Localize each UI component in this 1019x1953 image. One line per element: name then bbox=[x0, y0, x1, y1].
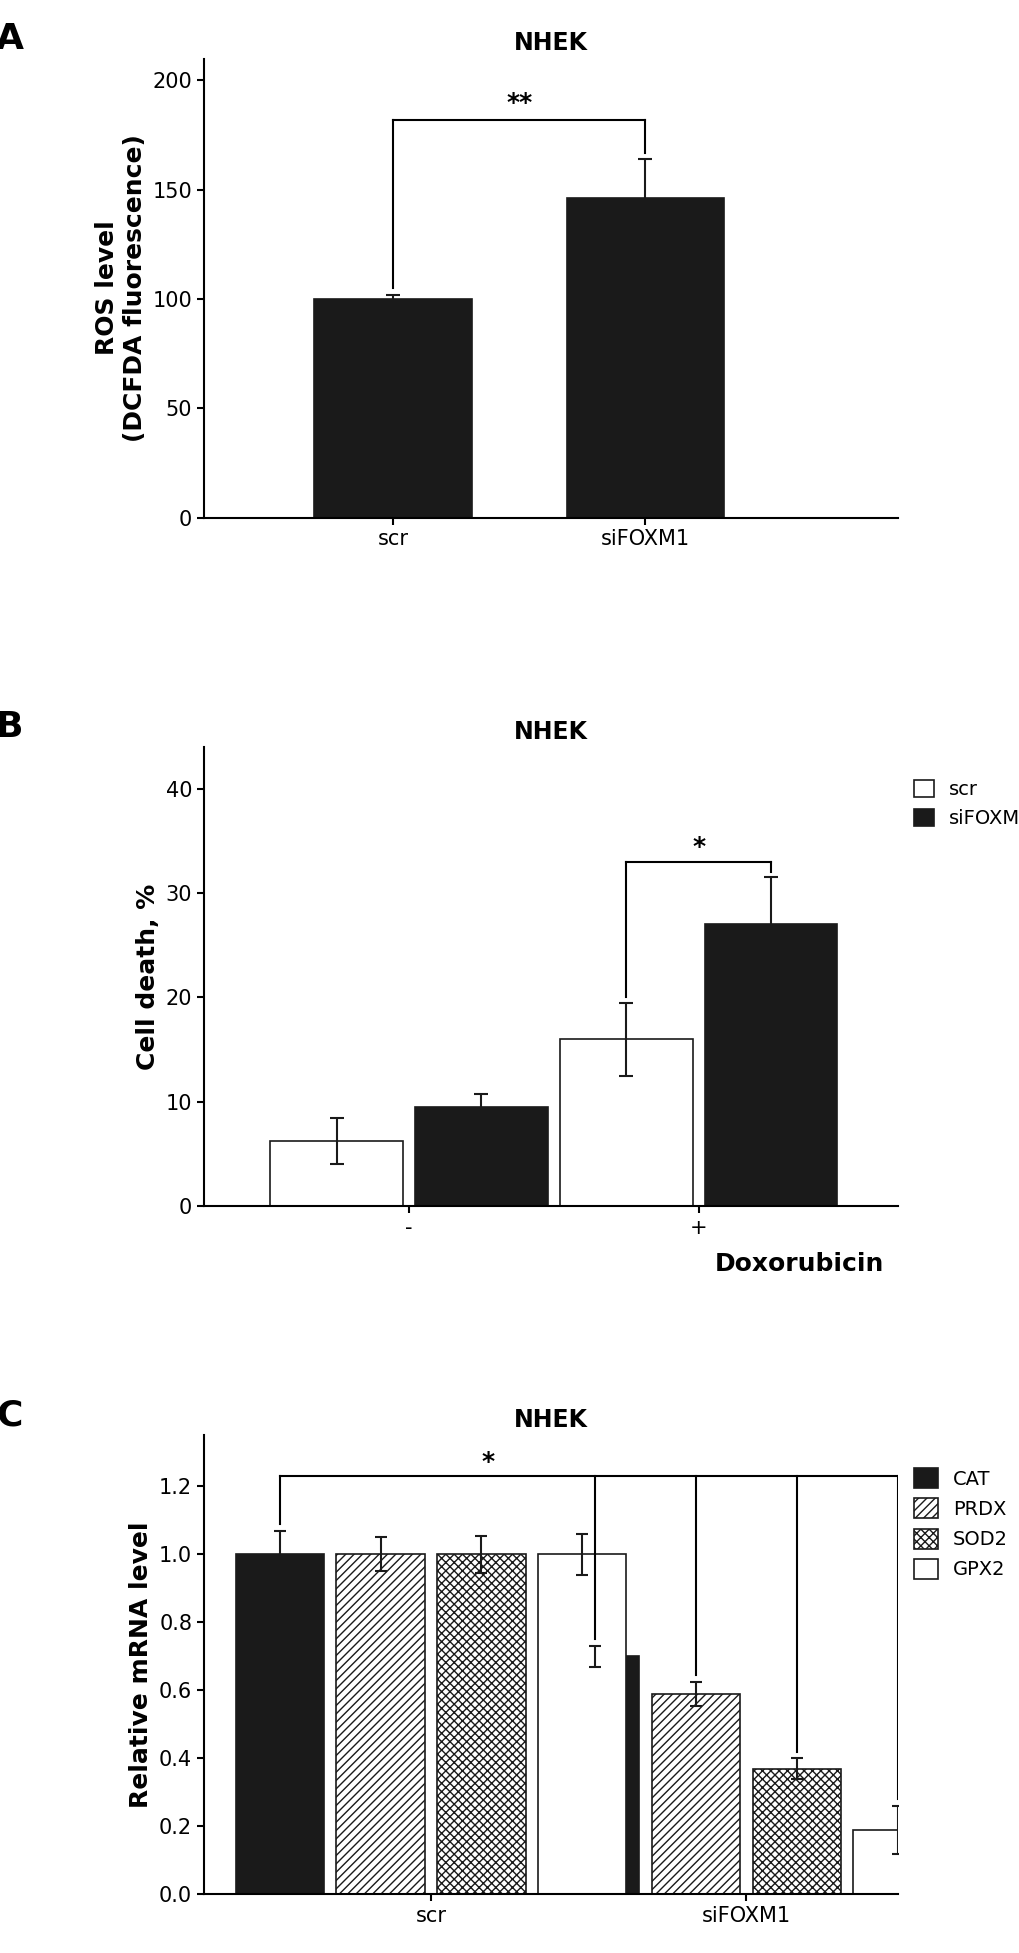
Legend: scr, siFOXM1: scr, siFOXM1 bbox=[913, 779, 1019, 828]
Text: A: A bbox=[0, 21, 23, 57]
Text: *: * bbox=[691, 834, 704, 859]
Bar bbox=[437, 1555, 525, 1894]
Text: C: C bbox=[0, 1398, 22, 1434]
Legend: CAT, PRDX, SOD2, GPX2: CAT, PRDX, SOD2, GPX2 bbox=[913, 1469, 1007, 1580]
Bar bbox=[752, 1769, 840, 1894]
Bar bbox=[235, 1555, 323, 1894]
Y-axis label: ROS level
(DCFDA fluorescence): ROS level (DCFDA fluorescence) bbox=[95, 135, 147, 441]
Bar bbox=[314, 299, 472, 518]
Y-axis label: Relative mRNA level: Relative mRNA level bbox=[129, 1521, 153, 1808]
Bar bbox=[270, 1141, 403, 1205]
Bar bbox=[538, 1555, 626, 1894]
Bar bbox=[651, 1693, 739, 1894]
Title: NHEK: NHEK bbox=[514, 31, 587, 55]
Bar bbox=[853, 1830, 941, 1894]
Bar bbox=[415, 1107, 547, 1205]
Bar bbox=[336, 1555, 424, 1894]
Bar bbox=[550, 1656, 639, 1894]
Bar bbox=[559, 1039, 692, 1205]
Text: *: * bbox=[481, 1449, 494, 1473]
Text: B: B bbox=[0, 711, 23, 744]
Bar bbox=[566, 199, 723, 518]
Title: NHEK: NHEK bbox=[514, 721, 587, 744]
Title: NHEK: NHEK bbox=[514, 1408, 587, 1432]
Text: Doxorubicin: Doxorubicin bbox=[713, 1252, 882, 1275]
Text: **: ** bbox=[505, 92, 532, 115]
Bar bbox=[704, 924, 837, 1205]
Y-axis label: Cell death, %: Cell death, % bbox=[136, 883, 160, 1070]
